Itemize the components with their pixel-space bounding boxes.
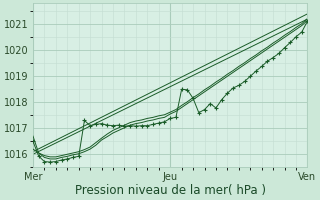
X-axis label: Pression niveau de la mer( hPa ): Pression niveau de la mer( hPa )	[75, 184, 266, 197]
